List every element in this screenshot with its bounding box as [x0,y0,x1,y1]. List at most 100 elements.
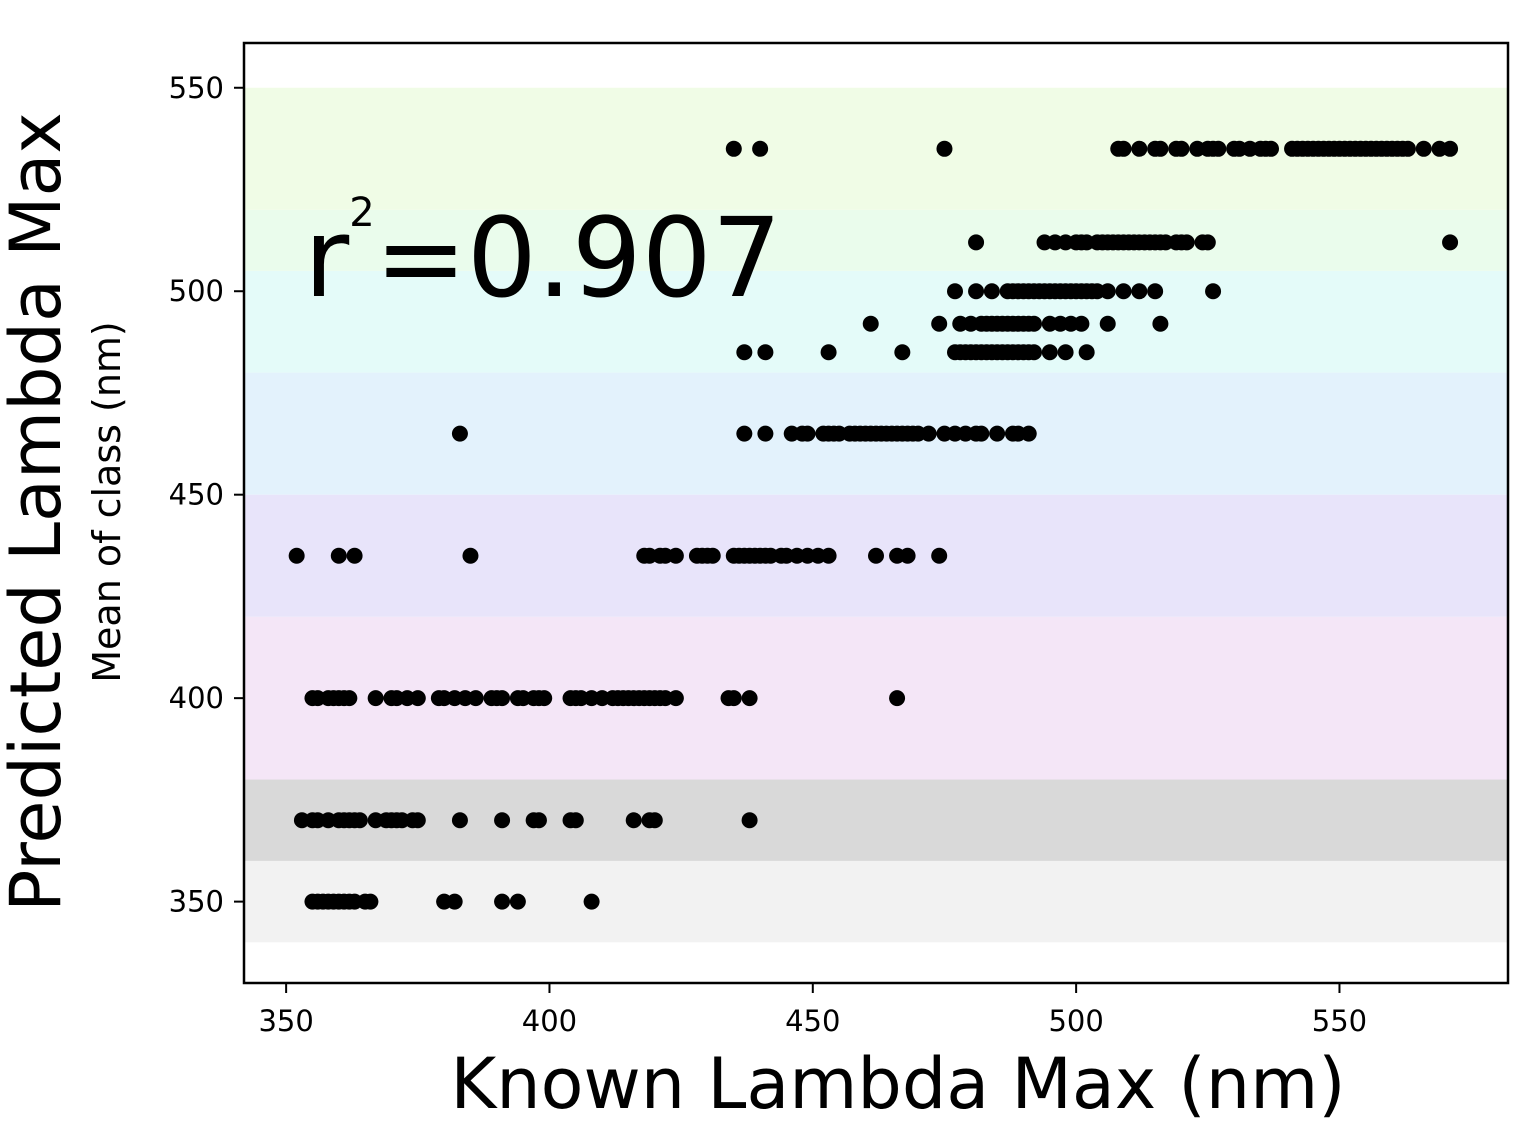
data-point [757,344,774,361]
data-point [1152,140,1169,157]
data-point [947,283,963,300]
data-point [1173,140,1190,157]
y-axis-label: Predicted Lambda Max [0,112,77,912]
y-tick-label: 450 [169,478,224,512]
data-point [752,140,769,157]
x-tick-label: 350 [258,1004,313,1038]
data-point [741,690,758,707]
data-point [920,425,937,442]
data-point [1210,140,1227,157]
data-point [1147,283,1164,300]
data-point [1263,140,1279,157]
data-point [799,425,816,442]
data-point [330,547,347,564]
data-point [1131,140,1148,157]
data-point [509,893,526,910]
y-tick-label: 350 [169,885,224,919]
data-point [1099,315,1116,332]
data-point [820,344,837,361]
data-point [1026,344,1042,361]
data-point [973,425,990,442]
data-point [530,812,547,829]
data-point [467,690,484,707]
x-axis: 350 400 450 500 550 [258,983,1367,1038]
data-point [1115,140,1132,157]
data-point [704,547,721,564]
band-6 [244,209,1508,271]
data-point [820,547,837,564]
y-axis-sublabel: Mean of class (nm) [85,321,129,682]
data-point [725,140,742,157]
data-point [1115,283,1132,300]
x-tick-label: 450 [785,1004,840,1038]
data-point [583,893,600,910]
data-point [868,547,884,564]
r-squared-value: =0.907 [375,194,782,322]
data-point [1442,140,1459,157]
data-point [494,893,511,910]
data-point [1199,234,1216,251]
data-point [936,140,953,157]
data-point [931,547,948,564]
data-point [725,690,742,707]
data-point [1399,140,1416,157]
data-point [341,690,358,707]
data-point [1026,315,1042,332]
data-point [1205,283,1222,300]
data-point [409,812,426,829]
data-point [346,547,363,564]
data-point [1442,234,1459,251]
data-point [1041,344,1058,361]
data-point [1099,283,1116,300]
data-point [446,893,463,910]
r-squared-base: r [304,194,350,322]
data-point [367,690,384,707]
y-axis: 350 400 450 500 550 [169,71,244,919]
data-point [625,812,642,829]
data-point [931,315,948,332]
data-point [736,344,753,361]
data-point [983,283,1000,300]
data-point [409,690,426,707]
y-tick-label: 400 [169,681,224,715]
y-tick-label: 550 [169,71,224,105]
data-point [1078,344,1095,361]
data-point [494,690,511,707]
data-point [667,690,684,707]
data-point [494,812,511,829]
data-point [889,690,906,707]
x-tick-label: 500 [1048,1004,1103,1038]
x-tick-label: 550 [1312,1004,1367,1038]
plot-frame [242,41,1510,985]
data-point [757,425,774,442]
data-point [351,812,368,829]
r-squared-annotation: r2=0.907 [304,190,782,322]
data-point [451,812,468,829]
data-point [899,547,916,564]
data-point [667,547,684,564]
band-0 [244,860,1508,943]
data-point [536,690,553,707]
data-point [567,812,584,829]
data-point [1152,315,1169,332]
y-tick-label: 500 [169,274,224,308]
r-squared-superscript: 2 [349,190,374,236]
data-point [1131,283,1148,300]
data-point [1415,140,1432,157]
data-point [462,547,479,564]
data-point [1178,234,1195,251]
data-point [451,425,468,442]
data-point [968,283,985,300]
data-point [736,425,753,442]
data-point [362,893,379,910]
x-axis-label: Known Lambda Max (nm) [450,1043,1345,1125]
data-points [288,140,1459,910]
data-point [989,425,1006,442]
data-point [1020,425,1037,442]
data-point [968,234,985,251]
x-tick-label: 400 [522,1004,577,1038]
data-point [1073,315,1090,332]
data-point [1057,344,1074,361]
data-point [288,547,305,564]
